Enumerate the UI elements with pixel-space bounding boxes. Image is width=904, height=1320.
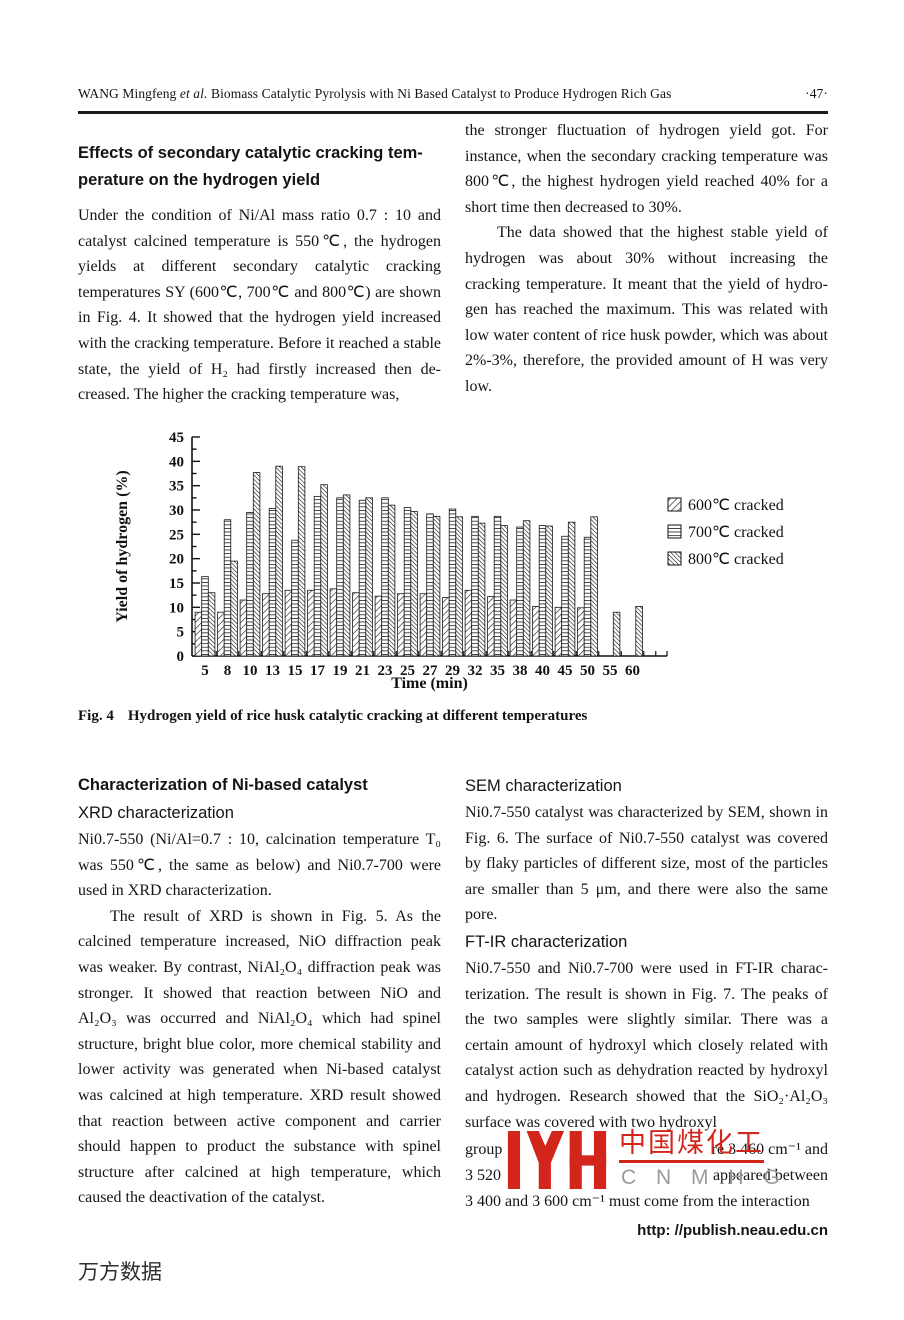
svg-text:15: 15 [169, 576, 184, 592]
svg-text:17: 17 [310, 663, 326, 679]
right-column: the stronger fluctuation of hydrogen yie… [465, 118, 828, 408]
page-number: ·47· [805, 86, 828, 101]
svg-text:55: 55 [603, 663, 618, 679]
svg-text:29: 29 [445, 663, 460, 679]
paragraph: Ni0.7-550 catalyst was characterized by … [465, 804, 828, 924]
cnmhg-watermark: 中国煤化工 C N M H G [507, 1127, 843, 1201]
figure-caption-label: Fig. 4 [78, 708, 114, 724]
svg-text:35: 35 [169, 479, 184, 495]
fragment-line: group re 3 460 cm⁻¹ and [465, 1137, 828, 1163]
subsection-heading: XRD characterization [78, 804, 234, 822]
cnmhg-logo-icon [507, 1131, 607, 1190]
heading-line-1: Effects of secondary catalytic cracking … [78, 144, 423, 162]
author-name: WANG Mingfeng [78, 86, 180, 101]
svg-text:19: 19 [333, 663, 348, 679]
svg-text:60: 60 [625, 663, 640, 679]
page-header: WANG Mingfeng et al. Biomass Catalytic P… [78, 86, 828, 114]
svg-text:15: 15 [288, 663, 303, 679]
svg-text:45: 45 [558, 663, 573, 679]
watermark-latin-text: C N M H G [621, 1166, 787, 1190]
svg-text:27: 27 [423, 663, 439, 679]
heading-line-2: perature on the hydrogen yield [78, 171, 321, 189]
section-characterization: Characterization of Ni-based catalyst XR… [78, 772, 828, 1215]
fragment-text: appeared between [712, 1167, 828, 1185]
fragment-text: group [465, 1141, 503, 1159]
paragraph: Ni0.7-550 (Ni/Al=0.7 : 10, calcination t… [78, 831, 441, 900]
etal-label: et al. [179, 86, 208, 101]
subsection-heading: SEM characterization [465, 777, 622, 795]
svg-text:13: 13 [265, 663, 280, 679]
svg-text:5: 5 [201, 663, 209, 679]
svg-text:5: 5 [177, 625, 185, 641]
subsection-heading: FT-IR characterization [465, 932, 628, 951]
text-covered-by-watermark: group re 3 460 cm⁻¹ and 3 520 appeared b… [465, 1128, 828, 1215]
svg-text:0: 0 [177, 649, 185, 665]
wanfang-data-watermark: 万方数据 [78, 1261, 162, 1284]
svg-text:20: 20 [169, 552, 184, 568]
section-hydrogen-yield: Effects of secondary catalytic cracking … [78, 118, 828, 408]
publisher-url: http: //publish.neau.edu.cn [637, 1222, 828, 1239]
section-heading: Characterization of Ni-based catalyst [78, 776, 368, 794]
figure-4: 0 5 10 15 20 25 30 35 40 45 5 8 10 13 15 17 19 21 23 25 27 29… [72, 420, 832, 707]
svg-text:50: 50 [580, 663, 595, 679]
running-title: WANG Mingfeng et al. Biomass Catalytic P… [78, 86, 671, 102]
svg-text:21: 21 [355, 663, 370, 679]
fragment-text: 3 520 [465, 1167, 501, 1185]
fragment-text: re 3 460 cm⁻¹ and [711, 1141, 828, 1159]
svg-text:800℃ cracked: 800℃ cracked [688, 551, 784, 568]
svg-text:23: 23 [378, 663, 393, 679]
paragraph: the stronger fluctuation of hydrogen yie… [465, 122, 828, 216]
paper-title: Biomass Catalytic Pyrolysis with Ni Base… [207, 86, 672, 101]
svg-text:45: 45 [169, 430, 184, 446]
paragraph: Under the condition of Ni/Al mass ratio … [78, 207, 441, 404]
fragment-text: 3 400 and 3 600 cm⁻¹ must come from the … [465, 1193, 810, 1211]
svg-text:10: 10 [243, 663, 258, 679]
svg-text:8: 8 [224, 663, 232, 679]
paragraph: Ni0.7-550 and Ni0.7-700 were used in FT-… [465, 959, 828, 1131]
svg-text:40: 40 [169, 454, 184, 470]
svg-text:25: 25 [169, 527, 184, 543]
right-column: SEM characterization Ni0.7-550 catalyst … [465, 772, 828, 1215]
svg-text:40: 40 [535, 663, 550, 679]
svg-text:600℃ cracked: 600℃ cracked [688, 497, 784, 514]
svg-text:700℃ cracked: 700℃ cracked [688, 524, 784, 541]
svg-text:38: 38 [513, 663, 528, 679]
fragment-line: 3 400 and 3 600 cm⁻¹ must come from the … [465, 1189, 828, 1215]
svg-text:Yield of hydrogen (%): Yield of hydrogen (%) [114, 470, 131, 622]
svg-text:Time (min): Time (min) [391, 675, 468, 692]
svg-text:32: 32 [468, 663, 483, 679]
svg-text:10: 10 [169, 600, 184, 616]
svg-text:30: 30 [169, 503, 184, 519]
figure-caption: Fig. 4 Hydrogen yield of rice husk cataly… [78, 708, 587, 725]
watermark-chinese-text: 中国煤化工 [619, 1127, 764, 1164]
section-heading: Effects of secondary catalytic cracking … [78, 140, 441, 194]
left-column: Characterization of Ni-based catalyst XR… [78, 772, 441, 1215]
left-column: Effects of secondary catalytic cracking … [78, 118, 441, 408]
paragraph: The data showed that the highest stable … [465, 224, 828, 395]
paragraph: The result of XRD is shown in Fig. 5. As… [78, 907, 441, 1207]
fragment-line: 3 520 appeared between [465, 1163, 828, 1189]
figure-caption-text: Hydrogen yield of rice husk catalytic cr… [127, 708, 588, 724]
svg-text:35: 35 [490, 663, 505, 679]
svg-text:25: 25 [400, 663, 415, 679]
